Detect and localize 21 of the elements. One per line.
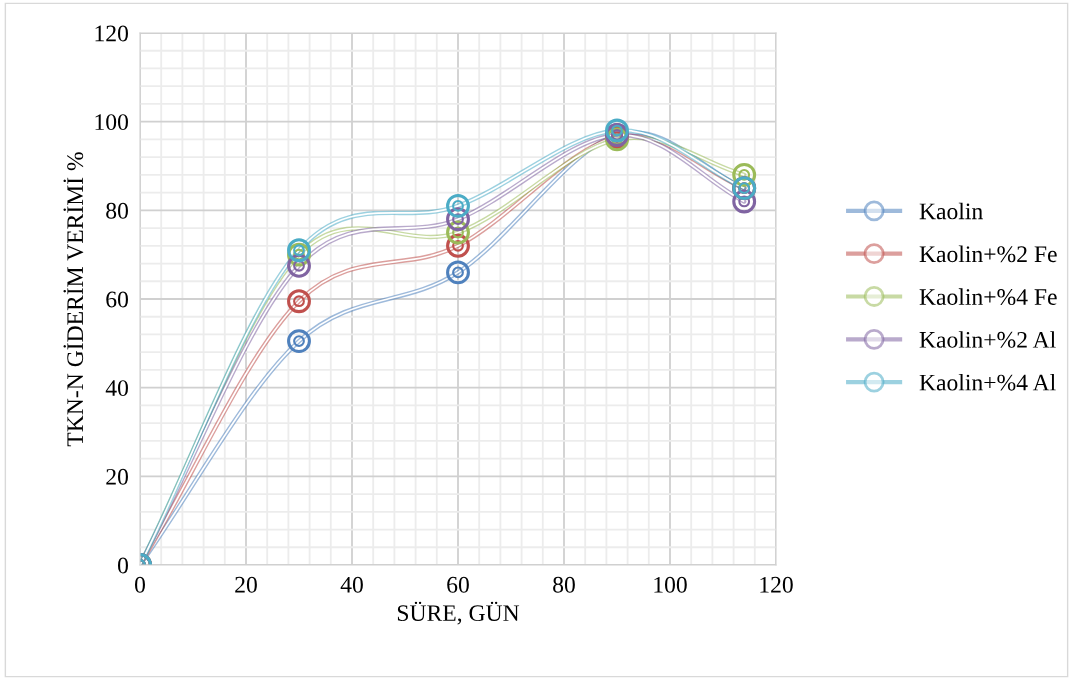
legend-label: Kaolin xyxy=(919,202,983,220)
y-tick-label: 20 xyxy=(106,468,128,485)
legend-label: Kaolin+%4 Fe xyxy=(919,288,1057,306)
y-tick-label: 60 xyxy=(106,291,128,308)
y-tick-label: 80 xyxy=(106,202,128,219)
x-tick-label: 100 xyxy=(654,576,687,593)
x-tick-label: 20 xyxy=(235,576,257,593)
x-tick-label: 60 xyxy=(447,576,469,593)
legend-label: Kaolin+%4 Al xyxy=(919,373,1056,391)
x-tick-label: 80 xyxy=(553,576,575,593)
legend-label: Kaolin+%2 Fe xyxy=(919,245,1057,263)
x-tick-label: 120 xyxy=(760,576,793,593)
y-tick-label: 0 xyxy=(117,557,128,574)
y-tick-label: 120 xyxy=(95,25,128,42)
legend-label: Kaolin+%2 Al xyxy=(919,331,1056,348)
x-tick-label: 40 xyxy=(340,576,363,593)
y-tick-label: 40 xyxy=(105,380,128,397)
x-tick-label: 0 xyxy=(135,576,145,593)
y-tick-label: 100 xyxy=(95,114,128,131)
x-axis-title: SÜRE, GÜN xyxy=(397,601,520,625)
y-axis-title: TKN-N GİDERİM VERİMİ % xyxy=(63,152,84,447)
